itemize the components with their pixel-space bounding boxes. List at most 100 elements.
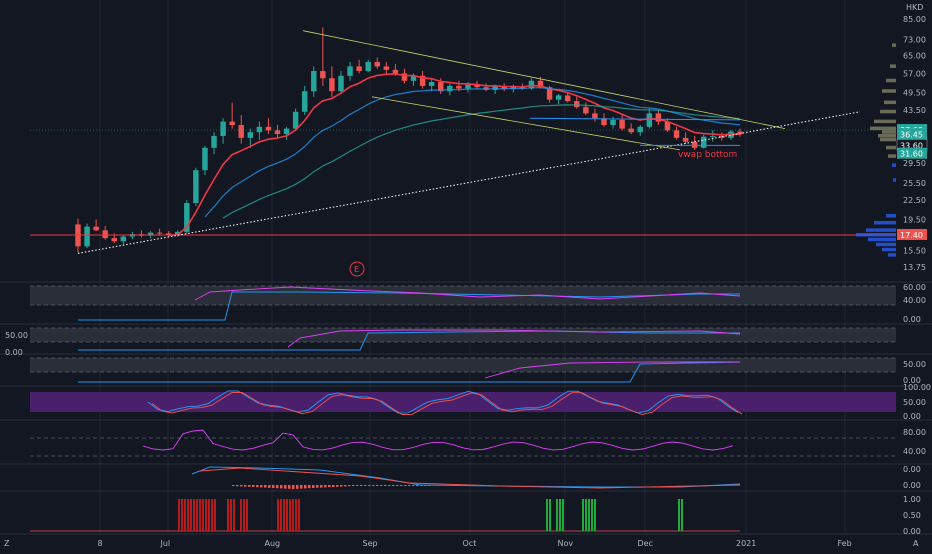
candle (655, 110, 662, 126)
macd-histogram-bar (376, 485, 379, 486)
volume-profile-bar (882, 130, 896, 134)
macd-histogram-bar (416, 485, 419, 486)
x-tick-label: Jul (160, 539, 171, 548)
pane2-line-blue (78, 330, 740, 351)
pane1-line-pink (194, 286, 741, 301)
volume-profile-bar (866, 228, 896, 232)
macd-histogram-bar (384, 485, 387, 486)
candle (301, 85, 308, 115)
macd-histogram-bar (316, 485, 319, 488)
pane1-tick: 60.00 (903, 283, 926, 292)
y-tick-label: 73.00 (903, 36, 926, 45)
pane2-tick: 50.00 (903, 360, 926, 369)
y-tick-label: 25.50 (903, 179, 926, 188)
candle-body (365, 61, 371, 72)
candle-body (329, 78, 335, 92)
macd-histogram-bar (352, 485, 355, 486)
macd-histogram-bar (372, 485, 375, 486)
macd-histogram-bar (400, 485, 403, 486)
candle-body (410, 75, 417, 81)
x-tick-label: 2021 (736, 539, 756, 548)
candle (701, 134, 707, 149)
volume-profile-bar (892, 163, 896, 167)
candle (347, 61, 353, 81)
macd-histogram-bar (332, 485, 335, 487)
indicator-panes: 60.0040.000.0050.000.00100.0050.000.0080… (30, 283, 931, 536)
macd-histogram-bar (308, 485, 311, 489)
signal-bar-green (588, 499, 590, 531)
candle-body (655, 113, 662, 122)
signal-bar-red (230, 499, 232, 531)
candle-body (637, 126, 643, 133)
candle (383, 61, 390, 74)
axis-layer: 85.0073.0065.0057.0049.5043.5037.5033.00… (98, 15, 928, 548)
candle-body (347, 66, 353, 76)
candle-body (238, 125, 244, 138)
macd-histogram-bar (312, 485, 315, 488)
candle-body (691, 141, 698, 148)
signal-bar-green (562, 499, 564, 531)
candle (193, 167, 199, 207)
macd-histogram-bar (304, 485, 307, 489)
signal-bar-red (277, 499, 279, 531)
signal-bar-red (280, 499, 282, 531)
candle-body (93, 226, 99, 231)
grid-layer (0, 0, 932, 535)
candle (682, 132, 689, 144)
macd-histogram-bar (404, 485, 407, 486)
signal-bar-red (208, 499, 210, 531)
macd-histogram-bar (300, 485, 303, 489)
y-tick-label: 65.00 (903, 52, 926, 61)
candle-body (710, 135, 716, 137)
candle (719, 132, 725, 141)
signal-bar-green (546, 499, 548, 531)
signal-bar-red (178, 499, 180, 531)
candle (329, 66, 335, 97)
candle-body (338, 75, 344, 92)
signal-bar-red (298, 499, 300, 531)
x-tick-label: Sep (363, 539, 378, 548)
macd-histogram-bar (348, 485, 351, 487)
macd-histogram-bar (320, 485, 323, 488)
vwap-bottom-annotation: vwap bottom (678, 150, 737, 160)
macd-histogram-bar (428, 485, 431, 486)
candle-body (528, 80, 535, 89)
event-marker[interactable]: E (349, 261, 365, 277)
candle-body (673, 130, 680, 138)
macd-histogram-bar (368, 485, 371, 486)
volume-profile-bar (874, 220, 896, 225)
bottom-right-glyph[interactable]: A (913, 539, 919, 548)
price-label: 36.45 (900, 130, 923, 139)
y-tick-label: 43.50 (903, 106, 926, 115)
signal-bar-red (283, 499, 285, 531)
signal-bar-red (211, 499, 213, 531)
candle-body (583, 107, 589, 114)
candle-body (292, 111, 299, 129)
candle (583, 102, 589, 115)
macd-histogram-bar (412, 485, 415, 486)
macd-histogram-bar (260, 485, 263, 488)
volume-profile-bar (886, 78, 896, 83)
candle-body (383, 66, 390, 70)
candle (211, 132, 217, 155)
candle (120, 234, 127, 245)
candle-body (147, 232, 154, 236)
candle (555, 93, 562, 105)
macd-histogram-bar (360, 485, 363, 486)
candle-body (111, 238, 117, 242)
signal-bar-green (678, 499, 680, 531)
signal-bar-red (233, 499, 235, 531)
candle (75, 218, 81, 253)
candle (283, 126, 290, 140)
volume-profile-bar (888, 154, 896, 158)
pane5-tick: 0.00 (903, 465, 921, 474)
macd-histogram-bar (324, 485, 327, 488)
volume-profile-bar (890, 64, 896, 68)
y-tick-label: 13.75 (903, 263, 926, 272)
candle (356, 59, 362, 74)
candle-body (256, 126, 263, 133)
candle-body (356, 66, 362, 72)
y-tick-label: 57.00 (903, 69, 926, 78)
candle (292, 108, 299, 131)
bottom-left-glyph[interactable]: Z (4, 539, 10, 548)
